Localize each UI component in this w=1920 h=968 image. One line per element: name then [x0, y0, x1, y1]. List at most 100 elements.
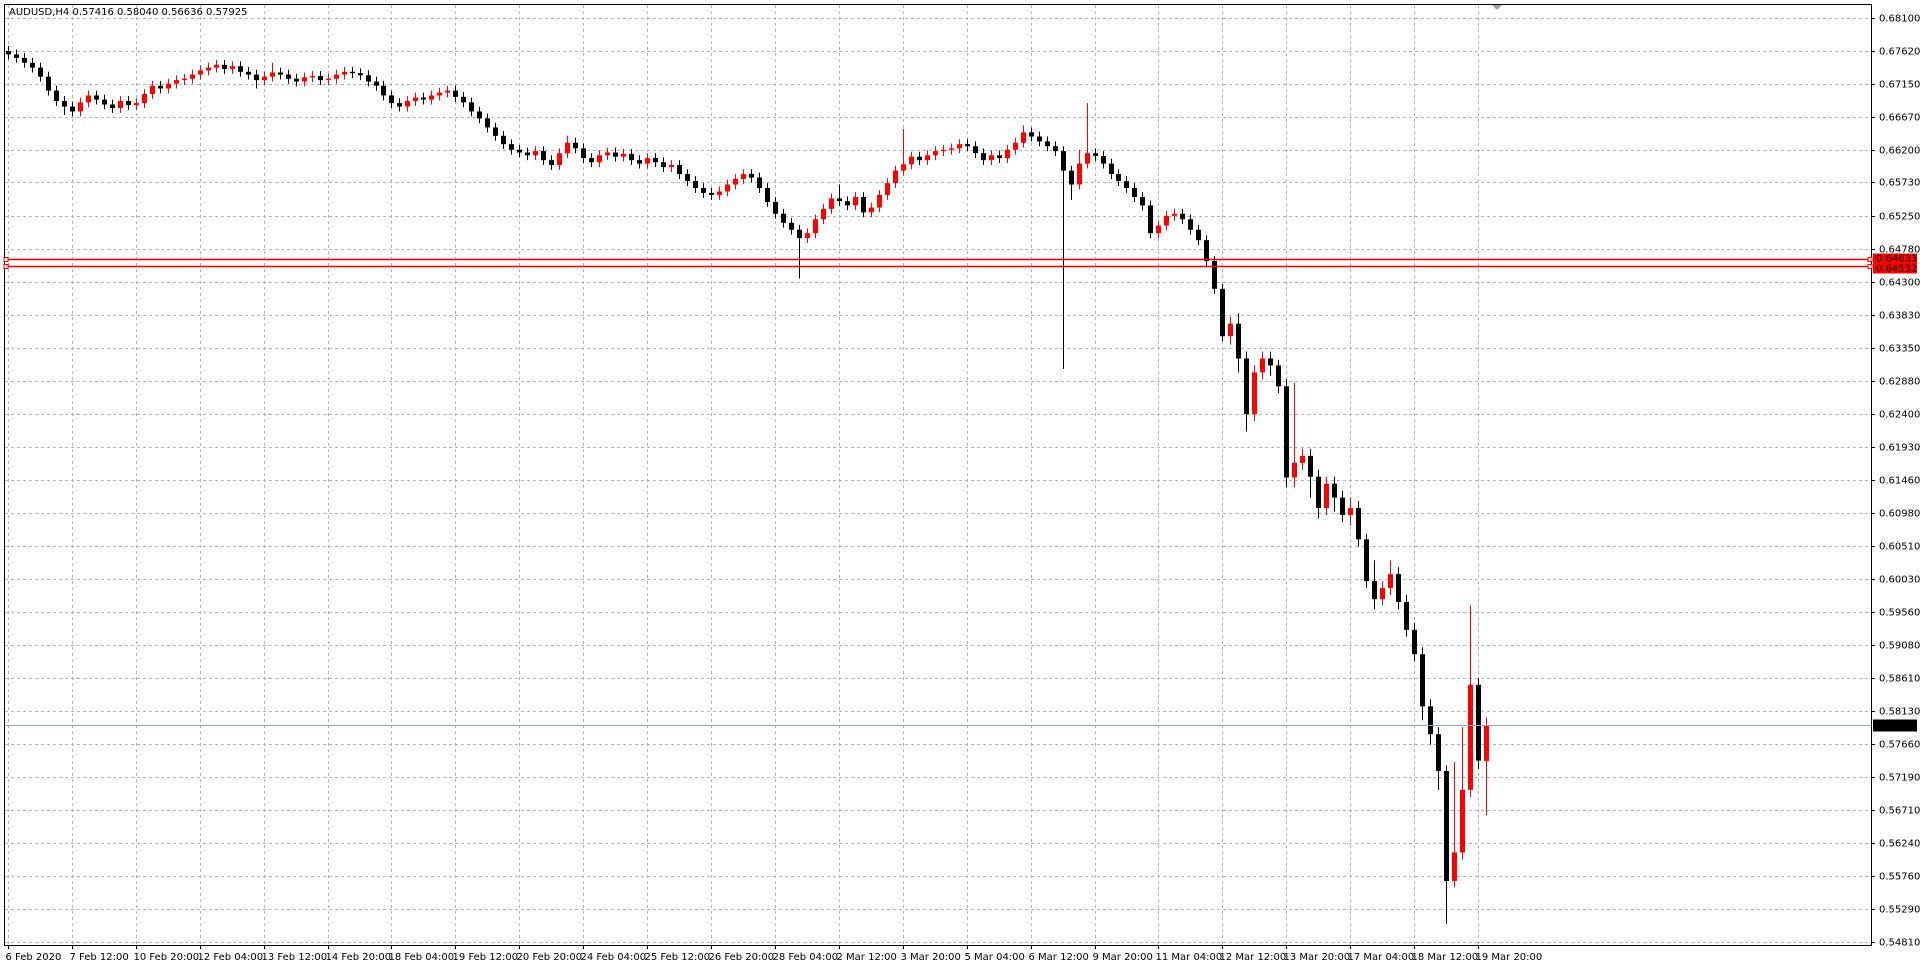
y-tick-label: 0.64780 [1879, 245, 1920, 256]
y-tick-label: 0.58130 [1879, 707, 1920, 718]
candle-body [469, 102, 474, 112]
candle-body [126, 101, 131, 106]
candle-body [381, 85, 386, 96]
candle-body [366, 75, 371, 82]
candle-body [1029, 132, 1034, 137]
candle-body [613, 152, 618, 157]
candle-body [142, 94, 147, 104]
candle-body [118, 101, 123, 108]
candle-body [310, 75, 315, 78]
candle-body [1132, 187, 1137, 198]
candle-body [222, 64, 227, 70]
candle-body [701, 187, 706, 193]
y-tick-label: 0.58610 [1879, 674, 1920, 685]
candle-body [605, 152, 610, 156]
x-tick-label: 13 Mar 20:00 [1284, 952, 1351, 963]
candle-body [901, 164, 906, 171]
candle-body [38, 67, 43, 77]
candle-body [294, 78, 299, 82]
candle-body [158, 85, 163, 89]
candle-body [86, 95, 91, 103]
x-tick-label: 9 Mar 20:00 [1093, 952, 1153, 963]
candle-body [1172, 213, 1177, 216]
y-tick-label: 0.65730 [1879, 178, 1920, 189]
candle-body [1212, 261, 1217, 289]
candle-body [709, 192, 714, 195]
candle-body [206, 67, 211, 71]
candle-body [262, 76, 267, 81]
candle-body [805, 233, 810, 239]
candle-body [150, 85, 155, 95]
candle-body [597, 155, 602, 163]
candle-body [973, 146, 978, 154]
candle-body [1101, 155, 1106, 164]
x-tick-label: 28 Feb 04:00 [773, 952, 839, 963]
candle-body [765, 187, 770, 202]
x-tick-label: 12 Feb 04:00 [198, 952, 264, 963]
candle-body [246, 71, 251, 75]
candle-body [1180, 213, 1185, 220]
candle-body [837, 198, 842, 202]
candle-body [1316, 476, 1321, 509]
candle-body [1116, 174, 1121, 182]
plot-frame [4, 4, 1872, 946]
y-tick-label: 0.62880 [1879, 377, 1920, 388]
level-label: 0.64532 [1876, 264, 1917, 275]
candle-body [693, 181, 698, 188]
y-tick-label: 0.59080 [1879, 641, 1920, 652]
x-tick-label: 7 Feb 12:00 [70, 952, 129, 963]
candle-body [877, 194, 882, 208]
y-tick-label: 0.60980 [1879, 509, 1920, 520]
candle-body [1292, 462, 1297, 478]
level-handle [3, 264, 9, 269]
candle-body [1053, 146, 1058, 152]
y-tick-label: 0.57190 [1879, 773, 1920, 784]
candle-body [182, 78, 187, 81]
candle-body [821, 208, 826, 220]
candle-body [861, 197, 866, 213]
candle-body [917, 156, 922, 161]
candle-body [1260, 358, 1265, 373]
candle-body [1268, 358, 1273, 366]
candle-body [1196, 229, 1201, 241]
candle-body [781, 213, 786, 223]
y-tick-label: 0.66200 [1879, 146, 1920, 157]
candle-body [1348, 508, 1353, 516]
candle-body [1252, 372, 1257, 415]
candle-body [413, 97, 418, 102]
y-tick-label: 0.64300 [1879, 278, 1920, 289]
candle-body [933, 151, 938, 156]
candle-body [717, 191, 722, 195]
y-tick-label: 0.55760 [1879, 872, 1920, 883]
candle-body [661, 162, 666, 168]
candle-body [949, 148, 954, 150]
candle-body [1444, 771, 1449, 881]
candle-body [477, 111, 482, 119]
x-tick-label: 24 Feb 04:00 [581, 952, 647, 963]
x-tick-label: 6 Mar 12:00 [1029, 952, 1089, 963]
x-tick-label: 2 Mar 12:00 [837, 952, 897, 963]
candle-body [6, 50, 11, 55]
y-tick-label: 0.56240 [1879, 839, 1920, 850]
x-tick-label: 13 Feb 12:00 [262, 952, 328, 963]
candle-body [286, 74, 291, 79]
candle-body [493, 127, 498, 136]
candle-body [1276, 365, 1281, 387]
candle-body [1404, 601, 1409, 630]
candle-body [645, 158, 650, 164]
candle-body [437, 92, 442, 96]
candle-body [1061, 151, 1066, 171]
candle-body [1085, 153, 1090, 164]
candle-body [1332, 483, 1337, 498]
candle-body [1045, 141, 1050, 147]
candle-body [1380, 588, 1385, 600]
y-tick-label: 0.57660 [1879, 740, 1920, 751]
x-tick-label: 3 Mar 20:00 [901, 952, 961, 963]
candle-body [190, 74, 195, 79]
candle-body [653, 158, 658, 163]
candle-body [485, 118, 490, 128]
level-label: 0.64633 [1876, 254, 1917, 265]
candle-body [893, 170, 898, 184]
candle-body [1372, 581, 1377, 600]
